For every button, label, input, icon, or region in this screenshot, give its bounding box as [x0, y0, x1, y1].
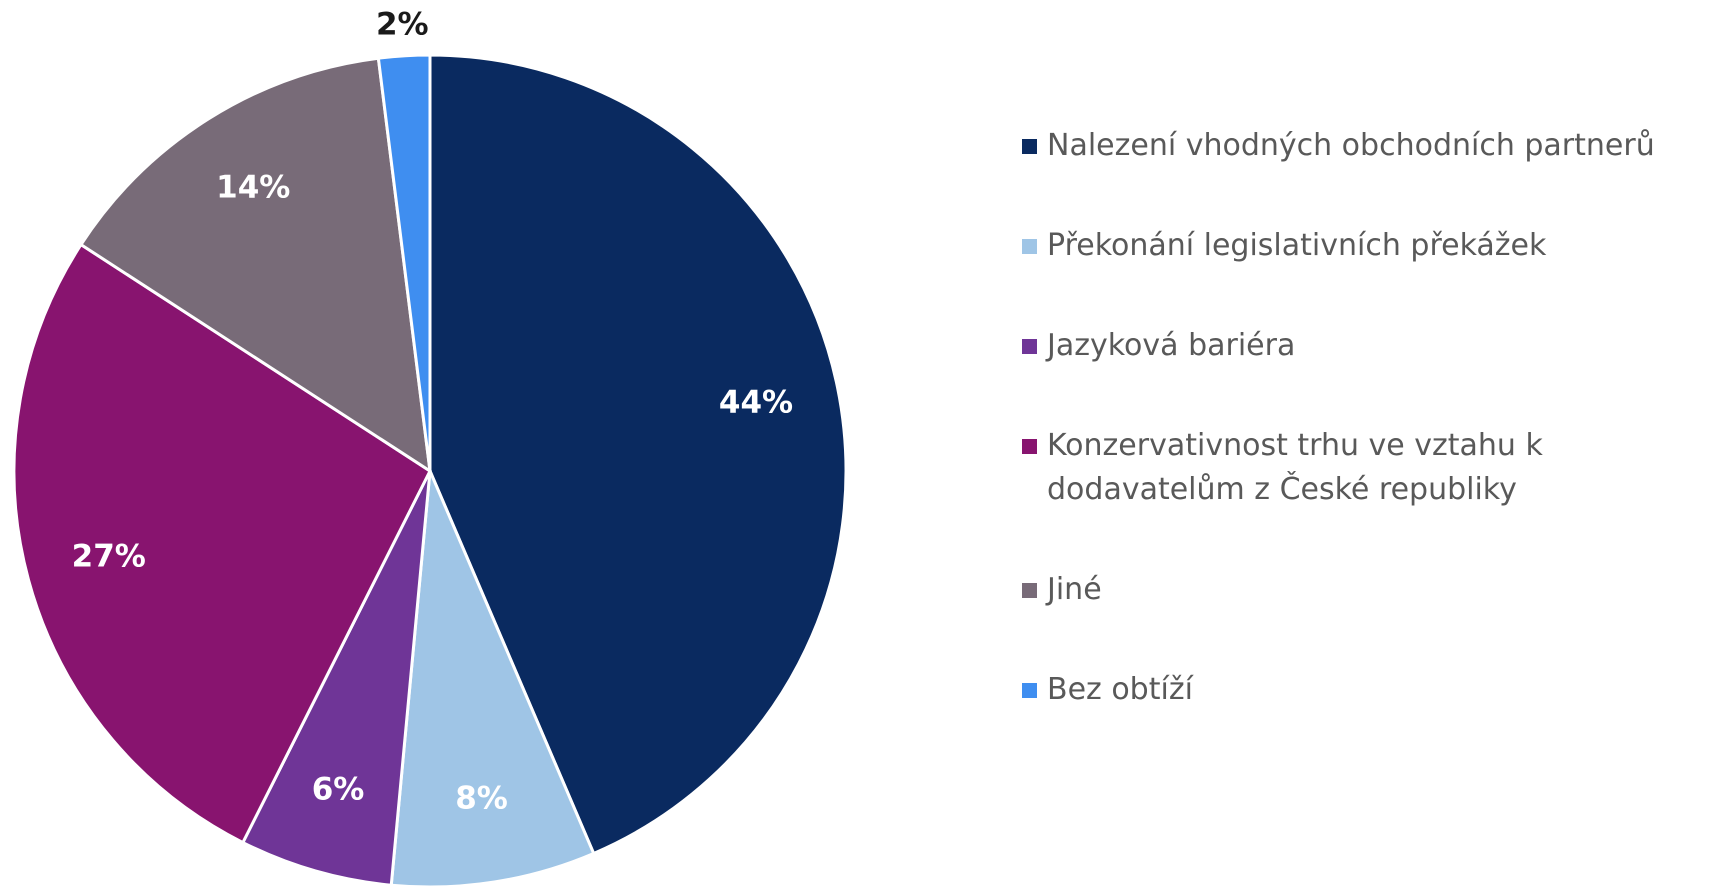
legend-item: Nalezení vhodných obchodních partnerů: [1022, 124, 1662, 168]
legend-swatch: [1022, 139, 1037, 154]
legend-item: Překonání legislativních překážek: [1022, 224, 1662, 268]
legend-item: Jazyková bariéra: [1022, 324, 1662, 368]
legend-swatch: [1022, 439, 1037, 454]
legend-swatch: [1022, 339, 1037, 354]
legend-label: Jazyková bariéra: [1047, 328, 1296, 363]
pie-slice: [78, 56, 432, 475]
pie-slice: [389, 470, 596, 886]
legend-label: Konzervativnost trhu ve vztahu k dodavat…: [1047, 428, 1543, 507]
pie-slice: [12, 242, 432, 845]
value-label: 2%: [376, 6, 429, 42]
value-label: 27%: [72, 538, 146, 574]
legend-swatch: [1022, 583, 1037, 598]
legend-item: Bez obtíží: [1022, 668, 1662, 712]
legend-label: Jiné: [1047, 572, 1102, 607]
legend-label: Bez obtíží: [1047, 672, 1193, 707]
legend-item: Konzervativnost trhu ve vztahu k dodavat…: [1022, 424, 1662, 512]
value-label: 8%: [455, 780, 508, 816]
pie-slice: [428, 53, 848, 856]
value-label: 44%: [719, 385, 793, 421]
value-label: 14%: [216, 170, 290, 206]
legend-label: Překonání legislativních překážek: [1047, 228, 1547, 263]
value-label: 6%: [312, 771, 365, 807]
legend-swatch: [1022, 683, 1037, 698]
pie-slice: [376, 53, 432, 472]
pie-slice: [240, 470, 432, 886]
legend-item: Jiné: [1022, 568, 1662, 612]
legend: Nalezení vhodných obchodních partnerů Pře…: [1022, 124, 1662, 712]
legend-label: Nalezení vhodných obchodních partnerů: [1047, 128, 1655, 163]
legend-swatch: [1022, 239, 1037, 254]
